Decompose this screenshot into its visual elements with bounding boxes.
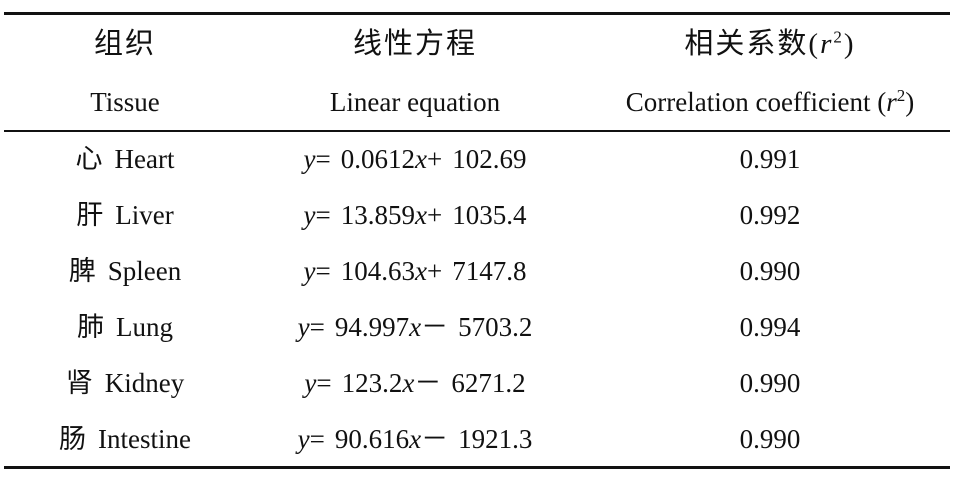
equation-y: y [303,256,316,286]
equation-slope: 90.616 [334,424,410,454]
tissue-name-zh: 心 [75,144,103,174]
equation-equals: = [309,424,325,454]
tissue-name-zh: 肾 [65,368,93,398]
equation-x: x [402,368,415,398]
equation-x: x [415,256,427,286]
tissue-name-en: Liver [115,200,174,230]
equation-slope: 104.63 [340,256,415,286]
equation-intercept: 5703.2 [458,312,533,342]
equation-operator: + [426,256,443,286]
equation-slope: 94.997 [334,312,410,342]
equation-intercept: 1921.3 [458,424,533,454]
linear-equation: y= 13.859x+ 1035.4 [250,199,580,231]
bottom-rule [4,466,950,469]
tissue-name-en: Intestine [98,424,191,454]
correlation-value: 0.990 [739,368,801,398]
header-r2-zh-exp: 2 [833,27,844,47]
tissue-name-zh: 肠 [59,424,86,454]
tissue-name-en: Lung [116,312,173,342]
equation-operator: + [426,200,443,230]
tissue-cell: 肺 Lung [20,311,230,343]
header-r2-en-suffix: ) [905,87,915,117]
header-r2-zh-suffix: ) [843,28,856,60]
tissue-cell: 肠 Intestine [20,423,230,455]
equation-intercept: 102.69 [452,144,527,174]
tissue-cell: 肝 Liver [20,199,230,231]
linear-equation: y= 90.616x－ 1921.3 [250,423,580,455]
header-r2-en: Correlation coefficient (r2) [590,86,950,118]
linear-equation: y= 104.63x+ 7147.8 [250,255,580,287]
tissue-name-en: Kidney [104,368,185,398]
correlation-value: 0.992 [739,200,801,230]
header-r2-en-prefix: Correlation coefficient ( [625,87,887,117]
equation-operator: + [426,144,443,174]
header-equation-en: Linear equation [329,87,501,117]
equation-x: x [409,312,422,342]
equation-y: y [297,312,310,342]
equation-slope: 0.0612 [340,144,415,174]
equation-operator: － [421,424,449,454]
header-r2-zh: 相关系数(r2) [590,28,950,60]
equation-y: y [304,368,317,398]
header-r2-zh-prefix: 相关系数( [684,28,821,60]
header-rule [4,130,950,132]
correlation-value: 0.990 [739,424,801,454]
tissue-cell: 心 Heart [20,143,230,175]
linear-equation: y= 123.2x－ 6271.2 [250,367,580,399]
correlation-value: 0.990 [739,256,801,286]
linear-equation: y= 94.997x－ 5703.2 [250,311,580,343]
equation-x: x [415,144,427,174]
equation-intercept: 7147.8 [452,256,527,286]
tissue-cell: 肾 Kidney [20,367,230,399]
tissue-name-en: Heart [114,144,175,174]
equation-intercept: 1035.4 [452,200,527,230]
equation-slope: 13.859 [340,200,415,230]
equation-y: y [303,200,316,230]
equation-equals: = [315,144,331,174]
tissue-name-en: Spleen [107,256,182,286]
correlation-value: 0.994 [739,312,801,342]
equation-x: x [415,200,427,230]
equation-equals: = [315,200,331,230]
tissue-name-zh: 脾 [68,256,96,286]
tissue-cell: 脾 Spleen [20,255,230,287]
equation-slope: 123.2 [341,368,403,398]
equation-equals: = [316,368,332,398]
equation-x: x [409,424,422,454]
header-tissue-en: Tissue [90,87,160,117]
equation-equals: = [315,256,331,286]
top-rule [4,12,950,15]
equation-operator: － [414,368,442,398]
equation-equals: = [309,312,325,342]
equation-y: y [303,144,316,174]
header-equation-zh: 线性方程 [352,28,477,60]
tissue-name-zh: 肺 [77,312,104,342]
equation-operator: － [421,312,449,342]
header-tissue-zh: 组织 [93,28,156,60]
linear-equation: y= 0.0612x+ 102.69 [250,143,580,175]
tissue-name-zh: 肝 [76,200,104,230]
equation-intercept: 6271.2 [451,368,526,398]
correlation-value: 0.991 [739,144,801,174]
equation-y: y [297,424,310,454]
header-r2-en-symbol: r [886,87,897,117]
header-r2-zh-symbol: r [820,28,834,60]
header-r2-en-exp: 2 [896,86,906,105]
